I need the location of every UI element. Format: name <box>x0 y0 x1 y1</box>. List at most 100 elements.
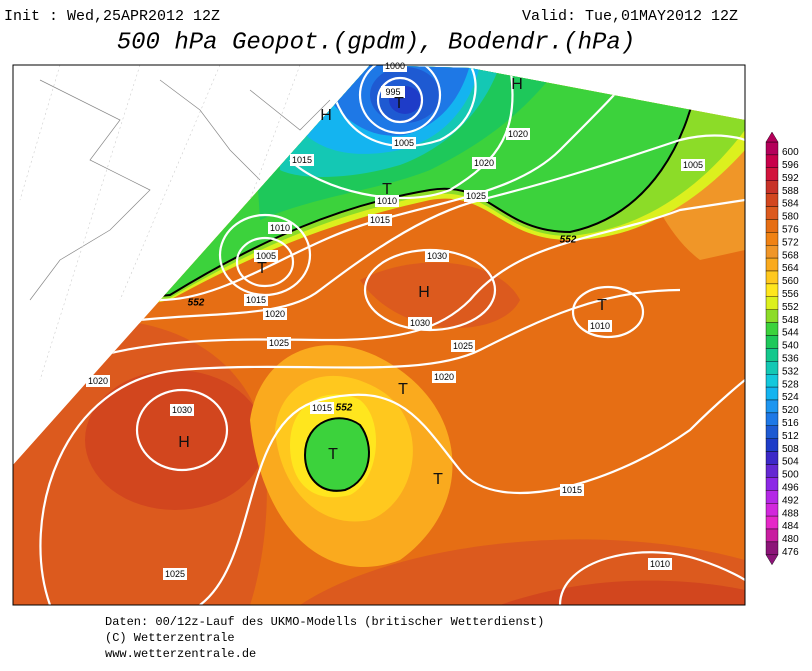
colorbar-swatch <box>765 451 779 465</box>
isobar-label-box <box>588 320 612 332</box>
isobar-label-box <box>268 222 292 234</box>
colorbar-swatch <box>765 206 779 220</box>
isobar-label-box <box>432 371 456 383</box>
colorbar-label: 532 <box>782 366 799 377</box>
colorbar-swatch <box>765 490 779 504</box>
colorbar-label: 556 <box>782 289 799 300</box>
pressure-center: H <box>511 76 523 93</box>
colorbar-label: 588 <box>782 186 799 197</box>
isobar-label-box <box>464 190 488 202</box>
isobar-label: 1015 <box>292 155 312 165</box>
isobar-label-box <box>472 157 496 169</box>
pressure-center: H <box>418 284 430 301</box>
pressure-center: T <box>398 381 408 398</box>
valid-time: Valid: Tue,01MAY2012 12Z <box>522 8 738 25</box>
init-time: Init : Wed,25APR2012 12Z <box>4 8 220 25</box>
isobar-label-box <box>368 214 392 226</box>
colorbar-label: 492 <box>782 495 799 506</box>
colorbar-label: 552 <box>782 302 799 313</box>
isobar-label-box <box>163 568 187 580</box>
colorbar-swatch <box>765 141 779 156</box>
map-labels: 1000 995 1005 1015 1010 1015 1020 1020 1025 1005 1… <box>86 60 705 580</box>
colorbar-swatch <box>765 541 779 556</box>
isobar-label: 1005 <box>256 251 276 261</box>
pressure-center: T <box>394 95 404 112</box>
colorbar-swatch <box>765 515 779 530</box>
isobar-label: 1030 <box>410 318 430 328</box>
colorbar-swatch <box>765 283 779 297</box>
isobar-label-box <box>310 402 334 414</box>
colorbar-swatch <box>765 232 779 246</box>
colorbar-label: 600 <box>782 147 799 158</box>
isobar-label-box <box>86 375 110 387</box>
colorbar-swatch <box>765 257 779 272</box>
colorbar-label: 592 <box>782 173 799 184</box>
colorbar-swatch <box>765 386 779 401</box>
isobar-label-box <box>375 195 399 207</box>
isobar-label-box <box>254 250 278 262</box>
isobar-label: 1010 <box>650 559 670 569</box>
colorbar-swatch <box>765 309 779 323</box>
isobar-label-box <box>408 317 432 329</box>
footer-line: Daten: 00/12z-Lauf des UKMO-Modells (bri… <box>105 615 544 629</box>
colorbar-swatch <box>765 425 779 439</box>
colorbar-label: 484 <box>782 521 799 532</box>
isobar-label-box <box>267 337 291 349</box>
isobar-label-box <box>560 484 584 496</box>
isobar-label-box <box>506 128 530 140</box>
pressure-center: T <box>328 446 338 463</box>
pressure-center: T <box>597 297 607 314</box>
isobar-label: 1015 <box>370 215 390 225</box>
isobar-label: 1025 <box>453 341 473 351</box>
isobar-label: 1015 <box>562 485 582 495</box>
colorbar-label: 488 <box>782 508 799 519</box>
colorbar-label: 512 <box>782 431 799 442</box>
colorbar-swatch <box>765 464 779 478</box>
colorbar-swatch <box>765 348 779 362</box>
colorbar-label: 528 <box>782 379 799 390</box>
colorbar-swatch <box>765 154 779 168</box>
isobar-label: 1010 <box>377 196 397 206</box>
colorbar-swatch <box>765 374 779 388</box>
colorbar-swatch <box>765 296 779 310</box>
colorbar-label: 496 <box>782 482 799 493</box>
isobar-label: 1010 <box>270 223 290 233</box>
colorbar-swatch <box>765 167 779 181</box>
colorbar-label: 564 <box>782 263 799 274</box>
isobar-label: 1005 <box>394 138 414 148</box>
isobar-label: 995 <box>385 87 400 97</box>
colorbar-label: 504 <box>782 457 799 468</box>
colorbar-label: 508 <box>782 444 799 455</box>
pressure-center: T <box>433 471 443 488</box>
colorbar-label: 560 <box>782 276 799 287</box>
isobar-label: 1020 <box>434 372 454 382</box>
isobar-label: 1020 <box>508 129 528 139</box>
colorbar-swatch <box>765 193 779 207</box>
colorbar-swatch <box>765 180 779 194</box>
colorbar-label: 548 <box>782 315 799 326</box>
isobar-label: 1030 <box>427 251 447 261</box>
isobar-label: 1010 <box>590 321 610 331</box>
footer-line: www.wetterzentrale.de <box>105 647 256 661</box>
colorbar-cap <box>765 554 779 566</box>
map-frame <box>12 64 746 606</box>
colorbar-label: 524 <box>782 392 799 403</box>
colorbar-label: 568 <box>782 250 799 261</box>
isobar-label: 1005 <box>683 160 703 170</box>
isobar-label-box <box>648 558 672 570</box>
colorbar-swatch <box>765 270 779 285</box>
colorbar-label: 576 <box>782 224 799 235</box>
isobar-label: 1025 <box>466 191 486 201</box>
isobar-label-box <box>244 294 268 306</box>
isobar-label: 1015 <box>312 403 332 413</box>
colorbar-label: 516 <box>782 418 799 429</box>
isobar-label: 1020 <box>265 309 285 319</box>
isobar-label-box <box>383 60 407 72</box>
colorbar-swatch <box>765 322 779 336</box>
geopotential-label: 552 <box>560 235 577 246</box>
colorbar-swatch <box>765 503 779 517</box>
colorbar-swatch <box>765 438 779 452</box>
